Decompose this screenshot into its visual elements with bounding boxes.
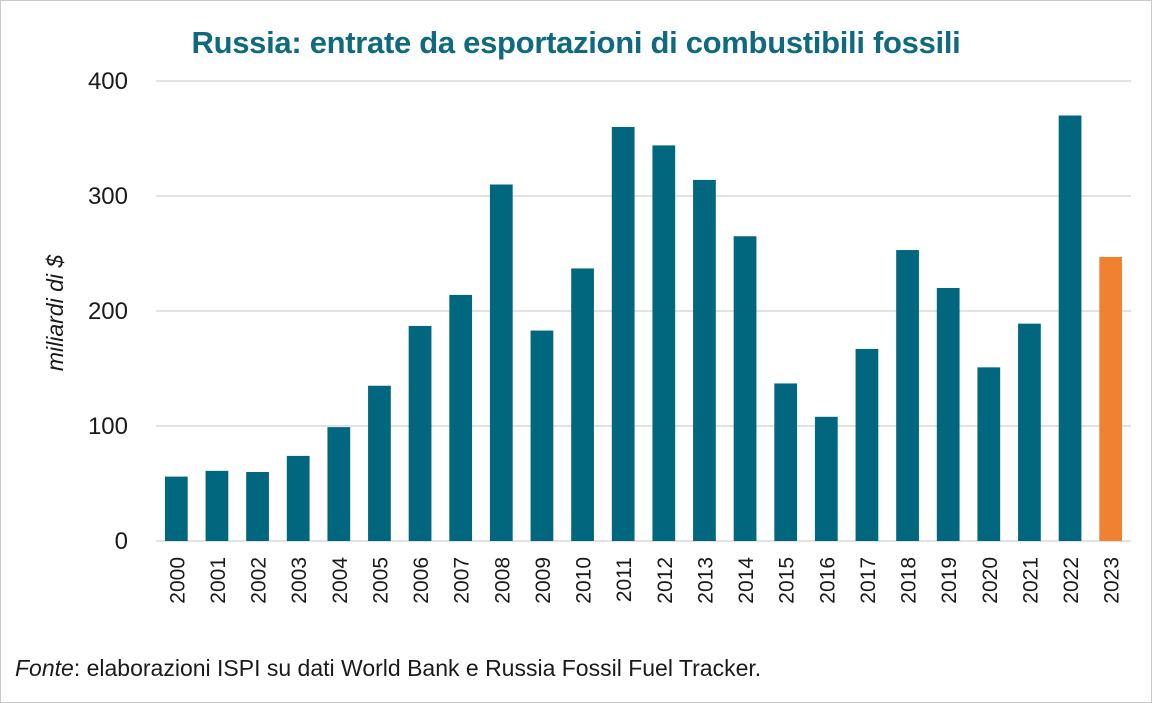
x-tick-label: 2004 bbox=[329, 557, 352, 604]
bar-2021 bbox=[1018, 323, 1041, 541]
x-tick-label: 2012 bbox=[654, 557, 677, 604]
source-text: : elaborazioni ISPI su dati World Bank e… bbox=[73, 655, 762, 681]
bar-2016 bbox=[814, 416, 838, 541]
x-tick-label: 2014 bbox=[735, 557, 758, 604]
source-label: Fonte bbox=[15, 655, 74, 681]
bar-2020 bbox=[977, 367, 1001, 541]
bars bbox=[164, 115, 1123, 542]
bar-2018 bbox=[896, 250, 919, 542]
x-tick-label: 2011 bbox=[613, 557, 636, 602]
x-tick-label: 2018 bbox=[898, 557, 921, 604]
x-tick-label: 2021 bbox=[1019, 557, 1042, 604]
bar-2017 bbox=[855, 348, 879, 541]
bar-2004 bbox=[327, 427, 351, 541]
bar-2010 bbox=[571, 268, 594, 541]
x-tick-label: 2013 bbox=[694, 557, 717, 604]
chart-title: Russia: entrate da esportazioni di combu… bbox=[191, 25, 961, 60]
bar-2009 bbox=[530, 330, 554, 541]
x-tick-label: 2015 bbox=[776, 557, 799, 604]
bar-2005 bbox=[368, 385, 391, 541]
x-tick-label: 2007 bbox=[451, 557, 474, 604]
bar-2001 bbox=[205, 470, 229, 541]
y-tick-label: 300 bbox=[88, 183, 128, 210]
x-tick-label: 2022 bbox=[1060, 557, 1083, 604]
y-tick-label: 0 bbox=[115, 528, 128, 555]
x-tick-label: 2003 bbox=[288, 557, 311, 604]
bar-2008 bbox=[489, 184, 513, 541]
bar-2014 bbox=[733, 236, 757, 541]
y-axis-ticks: 0 100 200 300 400 bbox=[88, 68, 128, 555]
bar-2023 bbox=[1099, 256, 1123, 541]
y-tick-label: 400 bbox=[88, 68, 128, 95]
gridlines bbox=[156, 80, 1131, 542]
bar-2000 bbox=[164, 476, 188, 541]
x-tick-label: 2010 bbox=[573, 557, 596, 604]
x-tick-label: 2017 bbox=[857, 557, 880, 604]
y-tick-label: 200 bbox=[88, 298, 128, 325]
bar-2002 bbox=[246, 472, 269, 541]
x-tick-label: 2006 bbox=[410, 557, 433, 604]
x-tick-label: 2020 bbox=[979, 557, 1002, 604]
bar-2015 bbox=[774, 383, 798, 541]
x-tick-label: 2016 bbox=[816, 557, 839, 604]
x-axis-ticks: 2000 2001 2002 2003 2004 2005 2006 2007 2008 2009… bbox=[166, 557, 1123, 604]
bar-2003 bbox=[286, 455, 310, 541]
x-tick-label: 2001 bbox=[207, 557, 230, 604]
x-tick-label: 2019 bbox=[938, 557, 961, 604]
x-tick-label: 2002 bbox=[248, 557, 271, 604]
bar-2019 bbox=[936, 288, 960, 541]
bar-2022 bbox=[1058, 115, 1082, 541]
bar-2013 bbox=[693, 179, 716, 541]
x-tick-label: 2000 bbox=[166, 557, 189, 604]
bar-2007 bbox=[449, 294, 473, 541]
y-axis-label: miliardi di $ bbox=[42, 254, 68, 372]
x-tick-label: 2008 bbox=[491, 557, 514, 604]
x-tick-label: 2023 bbox=[1101, 557, 1124, 604]
x-tick-label: 2005 bbox=[369, 557, 392, 604]
y-tick-label: 100 bbox=[88, 413, 128, 440]
bar-2006 bbox=[408, 325, 432, 541]
source-note: Fonte: elaborazioni ISPI su dati World B… bbox=[15, 655, 761, 682]
bar-2011 bbox=[611, 127, 635, 541]
x-tick-label: 2009 bbox=[532, 557, 555, 604]
bar-2012 bbox=[652, 145, 676, 541]
